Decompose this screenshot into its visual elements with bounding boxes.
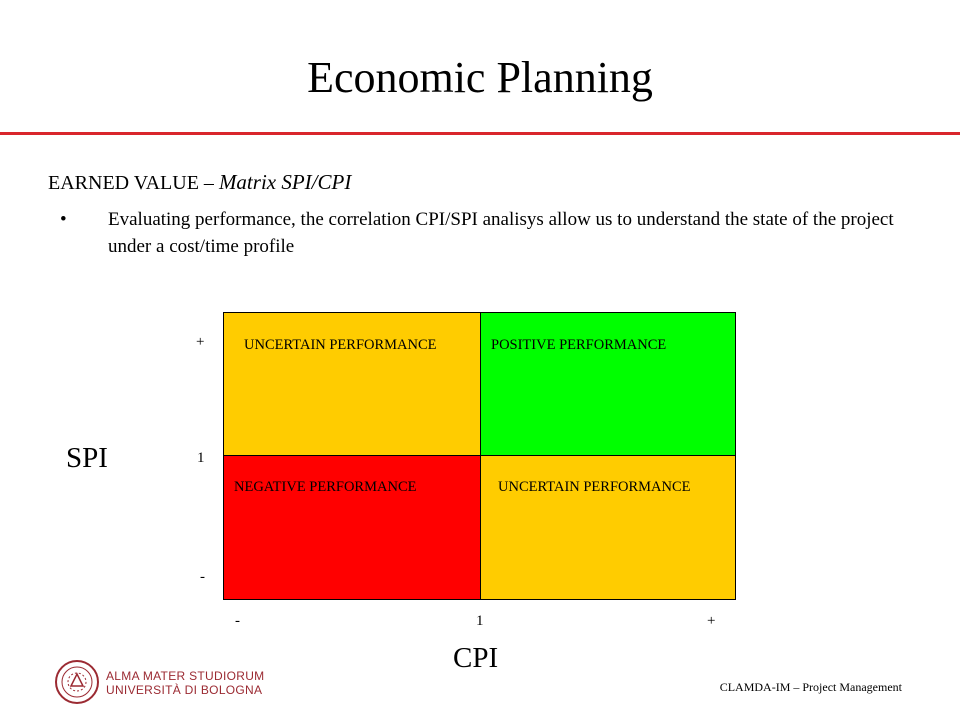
logo-line-2: UNIVERSITÀ DI BOLOGNA bbox=[106, 683, 263, 697]
quadrant-top-right: POSITIVE PERFORMANCE bbox=[481, 313, 735, 456]
subtitle-italic: Matrix SPI/CPI bbox=[218, 170, 352, 194]
quadrant-bottom-left: NEGATIVE PERFORMANCE bbox=[224, 456, 481, 599]
slide-subtitle: EARNED VALUE – Matrix SPI/CPI bbox=[48, 168, 351, 197]
y-axis-title: SPI bbox=[66, 442, 108, 474]
university-seal-icon bbox=[55, 660, 99, 704]
quadrant-label: UNCERTAIN PERFORMANCE bbox=[498, 479, 691, 495]
title-divider bbox=[0, 132, 960, 135]
y-tick-one: 1 bbox=[197, 450, 205, 466]
x-axis-title: CPI bbox=[453, 642, 499, 674]
x-tick-minus: - bbox=[235, 613, 240, 629]
x-tick-plus: + bbox=[707, 613, 716, 629]
x-tick-one: 1 bbox=[476, 613, 484, 629]
quadrant-label: NEGATIVE PERFORMANCE bbox=[234, 479, 417, 495]
quadrant-label: POSITIVE PERFORMANCE bbox=[491, 337, 667, 353]
university-logo: ALMA MATER STUDIORUM UNIVERSITÀ DI BOLOG… bbox=[54, 657, 264, 707]
y-tick-minus: - bbox=[200, 569, 205, 585]
quadrant-bottom-right: UNCERTAIN PERFORMANCE bbox=[481, 456, 735, 599]
quadrant-top-left: UNCERTAIN PERFORMANCE bbox=[224, 313, 481, 456]
subtitle-prefix: EARNED VALUE – bbox=[48, 172, 219, 194]
logo-line-1: ALMA MATER STUDIORUM bbox=[106, 669, 265, 683]
quadrant-label: UNCERTAIN PERFORMANCE bbox=[244, 337, 437, 353]
slide-title: Economic Planning bbox=[307, 53, 653, 102]
spi-cpi-matrix: UNCERTAIN PERFORMANCE POSITIVE PERFORMAN… bbox=[223, 312, 736, 600]
y-tick-plus: + bbox=[196, 334, 205, 350]
bullet-icon: • bbox=[60, 209, 67, 230]
bullet-text: Evaluating performance, the correlation … bbox=[108, 209, 894, 257]
footer-course: CLAMDA-IM – Project Management bbox=[719, 680, 902, 694]
